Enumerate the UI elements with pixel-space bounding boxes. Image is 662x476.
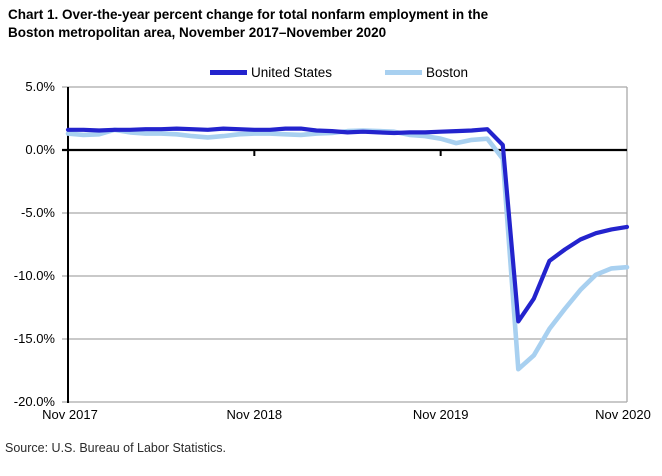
x-tick-label: Nov 2017 [42,407,98,422]
legend-item-boston: Boston [385,63,468,81]
y-tick-label: -15.0% [13,331,55,346]
y-tick-label: -20.0% [13,394,55,409]
y-tick-label: -10.0% [13,268,55,283]
legend-label-united-states: United States [251,64,333,80]
chart-title: Chart 1. Over-the-year percent change fo… [8,6,488,42]
y-tick-label: -5.0% [21,205,55,220]
x-tick-label: Nov 2018 [226,407,283,422]
x-tick-label: Nov 2020 [595,407,651,422]
boston-line-swatch [385,69,422,75]
united-states-line-swatch [210,69,247,75]
y-tick-label: 0.0% [25,142,55,157]
chart-title-line1: Chart 1. Over-the-year percent change fo… [8,7,489,22]
x-tick-label: Nov 2019 [412,407,469,422]
legend-label-boston: Boston [426,64,469,80]
source-note: Source: U.S. Bureau of Labor Statistics. [5,441,226,455]
y-tick-label: 5.0% [25,79,55,94]
chart-title-line2: Boston metropolitan area, November 2017–… [8,25,387,40]
legend-item-united-states: United States [210,63,332,81]
